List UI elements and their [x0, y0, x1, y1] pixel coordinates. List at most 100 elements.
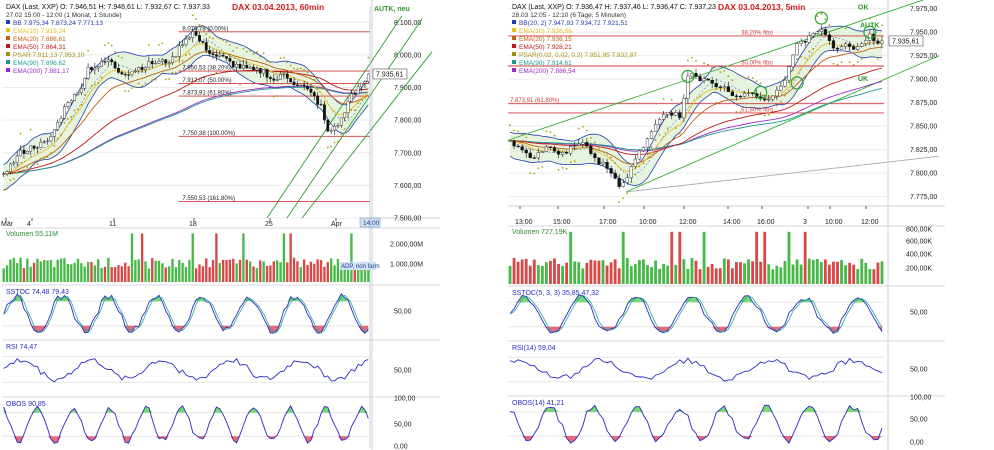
psar-dot	[844, 27, 847, 30]
volume-bar	[730, 268, 734, 284]
volume-bar	[828, 264, 831, 284]
psar-dot	[670, 98, 673, 101]
volume-bar	[279, 262, 282, 282]
legend-swatch	[6, 68, 10, 72]
volume-bar	[751, 261, 755, 284]
candle-body	[228, 58, 232, 62]
candle-body	[177, 45, 181, 57]
trend-channel-line	[625, 155, 940, 193]
osc-label: OBOS 90,85	[6, 401, 46, 408]
osc-overbought-fill	[3, 405, 369, 413]
volume-bar	[674, 264, 678, 284]
volume-bar	[144, 261, 147, 282]
volume-bar	[868, 269, 872, 284]
volume-bar	[151, 258, 154, 282]
candle-body	[528, 152, 532, 158]
psar-dot	[598, 147, 600, 150]
candle-body	[839, 46, 844, 50]
legend-swatch	[6, 44, 10, 48]
candle-body	[524, 149, 528, 154]
psar-dot	[90, 85, 93, 87]
candle-body	[843, 43, 848, 47]
psar-dot	[235, 46, 238, 49]
volume-bar	[544, 262, 548, 284]
volume-bar	[597, 260, 601, 284]
psar-dot	[107, 42, 110, 45]
volume-bar	[698, 269, 702, 284]
osc-label: SSTOC(5, 3, 3) 35,85 47,32	[512, 290, 599, 297]
chart-title: DAX 03.04.2013, 5min	[718, 2, 805, 12]
volume-bar	[613, 259, 617, 284]
volume-bar	[225, 259, 228, 282]
volume-bar	[722, 258, 726, 284]
legend-swatch	[512, 28, 516, 32]
volume-bar	[549, 260, 552, 284]
fibonacci-label: 7.550,53 (161.80%)	[182, 196, 235, 202]
psar-dot	[43, 157, 46, 159]
volume-bar	[864, 262, 868, 284]
candle-body	[714, 83, 718, 88]
candle-body	[66, 102, 70, 107]
volume-bar	[609, 262, 613, 284]
x-tick-label: 11	[109, 221, 116, 228]
volume-bar	[540, 265, 544, 284]
psar-dot	[6, 187, 8, 190]
candle-body	[56, 121, 60, 130]
volume-bar	[120, 266, 124, 282]
candle-body	[86, 66, 90, 79]
volume-bar	[5, 265, 9, 282]
psar-dot	[46, 156, 49, 159]
psar-dot	[36, 163, 39, 165]
psar-dot	[642, 162, 645, 165]
volume-bar	[340, 264, 343, 282]
volume-bar	[856, 269, 860, 284]
candle-body	[187, 37, 191, 40]
candle-body	[96, 66, 100, 69]
candle-body	[864, 40, 868, 44]
psar-dot	[800, 55, 803, 58]
candle-body	[231, 61, 235, 68]
volume-bar	[557, 263, 560, 284]
psar-dot	[521, 133, 524, 136]
fibonacci-label: 8.070,78 (0.00%)	[182, 26, 228, 32]
legend-swatch	[512, 68, 516, 72]
highlight-circle	[814, 11, 828, 25]
annotation-label: AUTK	[860, 22, 879, 29]
volume-bar	[714, 268, 718, 284]
psar-dot	[832, 62, 835, 65]
psar-dot	[860, 58, 863, 60]
psar-dot	[804, 56, 807, 59]
fibonacci-label: 50,00% fibo	[741, 61, 773, 67]
volume-bar	[852, 264, 856, 284]
candle-body	[262, 69, 266, 74]
candle-body	[252, 66, 255, 71]
volume-bar	[520, 259, 524, 284]
volume-bar	[127, 266, 130, 282]
psar-dot	[350, 109, 353, 111]
psar-dot	[134, 86, 137, 89]
psar-dot	[154, 78, 157, 81]
psar-dot	[215, 71, 218, 74]
volume-bar	[53, 266, 56, 282]
psar-dot	[320, 87, 322, 90]
highlight-circle	[790, 76, 804, 90]
fibonacci-label: 7.873,91 (61.80%)	[510, 98, 559, 104]
volume-bar	[747, 259, 750, 284]
candle-body	[329, 130, 333, 132]
candle-body	[593, 153, 597, 159]
legend-label: PSAR 7.911,13 7.953,10	[13, 52, 85, 59]
candle-body	[319, 104, 323, 106]
candle-body	[181, 44, 185, 46]
candle-body	[258, 68, 262, 74]
volume-bar	[228, 259, 232, 282]
fibonacci-label: 61,80% fibo	[741, 107, 773, 113]
candle-body	[698, 76, 702, 82]
candle-body	[516, 145, 520, 148]
candle-body	[738, 96, 743, 98]
candle-body	[140, 67, 144, 70]
candle-body	[807, 35, 811, 43]
price-tick-label: 7.800,00	[394, 118, 421, 125]
volume-bar	[581, 268, 585, 284]
psar-dot	[577, 127, 580, 130]
candle-body	[573, 145, 577, 147]
